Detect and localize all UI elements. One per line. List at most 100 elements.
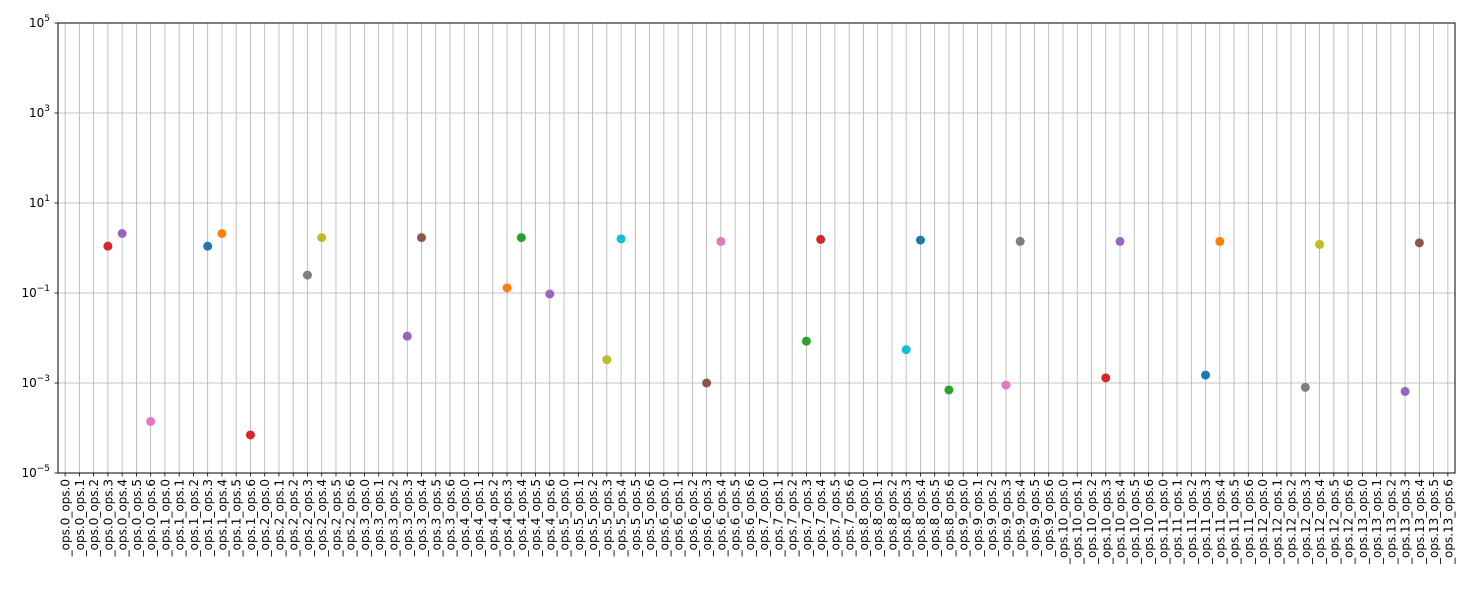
- x-tick-label: _ops.12_ops.4: [1313, 479, 1327, 565]
- x-tick-label: _ops.11_ops.6: [1242, 479, 1256, 565]
- x-tick-label: _ops.0_ops.2: [87, 479, 101, 557]
- x-tick-label: _ops.3_ops.6: [444, 479, 458, 557]
- data-point: [203, 241, 213, 251]
- x-tick-label: _ops.4_ops.4: [515, 479, 529, 557]
- data-point: [1414, 238, 1424, 248]
- x-tick-label: _ops.13_ops.2: [1384, 479, 1398, 565]
- x-tick-label: _ops.0_ops.0: [59, 479, 73, 557]
- data-point: [402, 331, 412, 341]
- x-tick-label: _ops.0_ops.1: [73, 479, 87, 557]
- x-tick-label: _ops.3_ops.4: [415, 479, 429, 557]
- x-tick-label: _ops.8_ops.6: [942, 479, 956, 557]
- x-tick-label: _ops.4_ops.3: [501, 479, 515, 557]
- data-point: [915, 235, 925, 245]
- data-point: [944, 385, 954, 395]
- x-tick-label: _ops.0_ops.4: [116, 479, 130, 557]
- data-point: [545, 289, 555, 299]
- data-points: [103, 229, 1424, 440]
- data-point: [602, 355, 612, 365]
- x-tick-label: _ops.2_ops.4: [315, 479, 329, 557]
- x-tick-label: _ops.11_ops.4: [1213, 479, 1227, 565]
- data-point: [616, 234, 626, 244]
- x-tick-label: _ops.13_ops.6: [1441, 479, 1455, 565]
- x-tick-label: _ops.5_ops.0: [558, 479, 572, 557]
- x-tick-label: _ops.2_ops.2: [287, 479, 301, 557]
- data-point: [702, 378, 712, 388]
- x-tick-label: _ops.9_ops.4: [1014, 479, 1028, 557]
- x-tick-label: _ops.5_ops.5: [629, 479, 643, 557]
- x-tick-label: _ops.10_ops.4: [1114, 479, 1128, 565]
- x-tick-label: _ops.13_ops.1: [1370, 479, 1384, 565]
- x-tick-label: _ops.1_ops.1: [173, 479, 187, 557]
- x-tick-label: _ops.6_ops.4: [714, 479, 728, 557]
- data-point: [502, 283, 512, 293]
- data-point: [801, 336, 811, 346]
- x-tick-label: _ops.13_ops.4: [1413, 479, 1427, 565]
- data-point: [1300, 382, 1310, 392]
- y-tick-label: 10−1: [21, 284, 50, 300]
- y-tick-label: 10−3: [21, 374, 50, 390]
- data-point: [1001, 380, 1011, 390]
- x-tick-label: _ops.13_ops.5: [1427, 479, 1441, 565]
- x-tick-label: _ops.8_ops.0: [857, 479, 871, 557]
- x-tick-label: _ops.0_ops.3: [101, 479, 115, 557]
- x-tick-label: _ops.1_ops.0: [158, 479, 172, 557]
- x-tick-label: _ops.7_ops.4: [814, 479, 828, 557]
- x-tick-label: _ops.9_ops.2: [985, 479, 999, 557]
- x-tick-label: _ops.11_ops.0: [1156, 479, 1170, 565]
- data-point: [1315, 239, 1325, 249]
- x-tick-label: _ops.6_ops.5: [729, 479, 743, 557]
- x-tick-label: _ops.12_ops.5: [1327, 479, 1341, 565]
- x-tick-label: _ops.8_ops.1: [871, 479, 885, 557]
- x-tick-label: _ops.6_ops.0: [657, 479, 671, 557]
- x-tick-label: _ops.11_ops.5: [1228, 479, 1242, 565]
- x-tick-label: _ops.12_ops.0: [1256, 479, 1270, 565]
- x-tick-label: _ops.3_ops.2: [386, 479, 400, 557]
- x-tick-label: _ops.9_ops.0: [957, 479, 971, 557]
- x-tick-label: _ops.10_ops.1: [1071, 479, 1085, 565]
- data-point: [516, 233, 526, 243]
- x-tick-label: _ops.6_ops.3: [700, 479, 714, 557]
- x-tick-label: _ops.12_ops.6: [1342, 479, 1356, 565]
- x-tick-label: _ops.7_ops.0: [757, 479, 771, 557]
- x-tick-label: _ops.5_ops.1: [572, 479, 586, 557]
- x-tick-label: _ops.1_ops.6: [244, 479, 258, 557]
- x-tick-label: _ops.10_ops.2: [1085, 479, 1099, 565]
- data-point: [103, 241, 113, 251]
- x-tick-label: _ops.10_ops.6: [1142, 479, 1156, 565]
- data-point: [716, 236, 726, 246]
- data-point: [1201, 370, 1211, 380]
- x-tick-label: _ops.2_ops.6: [344, 479, 358, 557]
- data-point: [417, 233, 427, 243]
- x-tick-label: _ops.3_ops.1: [372, 479, 386, 557]
- data-point: [1400, 386, 1410, 396]
- y-axis: 105 103 101 10−1 10−3 10−5: [21, 14, 58, 480]
- x-tick-label: _ops.7_ops.1: [771, 479, 785, 557]
- x-tick-label: _ops.12_ops.2: [1285, 479, 1299, 565]
- x-tick-label: _ops.6_ops.6: [743, 479, 757, 557]
- x-tick-label: _ops.7_ops.6: [843, 479, 857, 557]
- x-tick-label: _ops.9_ops.3: [999, 479, 1013, 557]
- x-tick-label: _ops.5_ops.6: [643, 479, 657, 557]
- x-tick-label: _ops.9_ops.6: [1042, 479, 1056, 557]
- x-tick-label: _ops.10_ops.0: [1056, 479, 1070, 565]
- y-tick-label: 10−5: [21, 464, 50, 480]
- x-tick-label: _ops.4_ops.5: [529, 479, 543, 557]
- data-point: [302, 270, 312, 280]
- x-tick-label: _ops.6_ops.2: [686, 479, 700, 557]
- x-tick-label: _ops.2_ops.5: [329, 479, 343, 557]
- data-point: [1101, 373, 1111, 383]
- x-tick-label: _ops.1_ops.5: [230, 479, 244, 557]
- x-tick-label: _ops.10_ops.5: [1128, 479, 1142, 565]
- x-tick-label: _ops.5_ops.3: [600, 479, 614, 557]
- x-tick-label: _ops.1_ops.2: [187, 479, 201, 557]
- x-tick-label: _ops.10_ops.3: [1099, 479, 1113, 565]
- data-point: [1015, 236, 1025, 246]
- x-tick-label: _ops.11_ops.3: [1199, 479, 1213, 565]
- data-point: [816, 234, 826, 244]
- x-tick-label: _ops.8_ops.4: [914, 479, 928, 557]
- data-point: [245, 430, 255, 440]
- x-tick-label: _ops.4_ops.0: [458, 479, 472, 557]
- x-tick-label: _ops.13_ops.0: [1356, 479, 1370, 565]
